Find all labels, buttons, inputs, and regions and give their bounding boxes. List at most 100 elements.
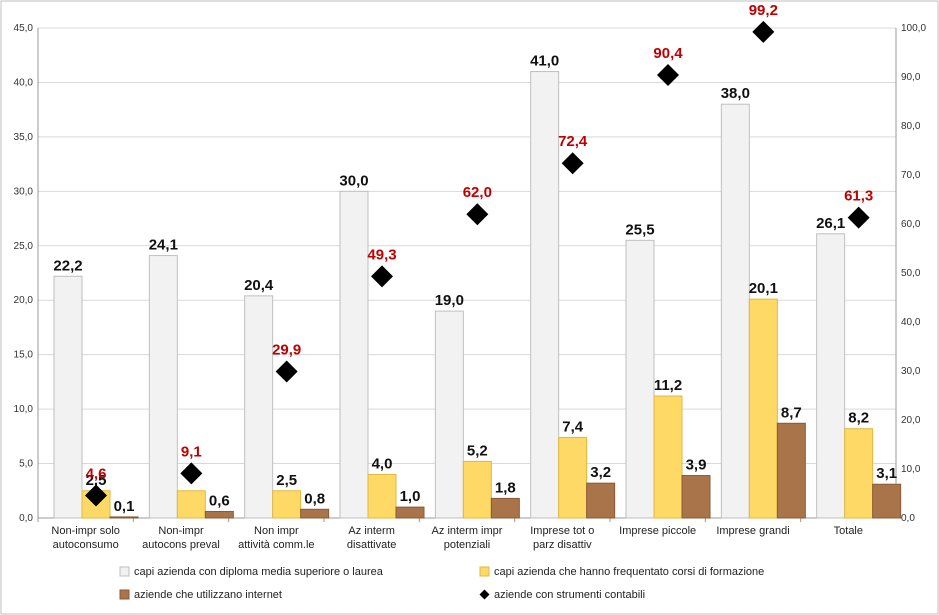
bar-data-label: 24,1 (149, 237, 178, 254)
bar-data-label: 3,1 (876, 465, 897, 482)
bar-data-label: 30,0 (339, 172, 368, 189)
bar-data-label: 0,1 (114, 498, 135, 515)
bar-data-label: 0,6 (209, 492, 230, 509)
bar-data-label: 25,5 (625, 221, 654, 238)
marker-data-label: 9,1 (181, 443, 202, 460)
bar (339, 190, 369, 519)
bar (872, 483, 902, 519)
left-axis-tick-label: 30,0 (14, 186, 34, 197)
bar (176, 490, 206, 519)
marker-data-label: 99,2 (749, 2, 778, 19)
legend-swatch (119, 566, 130, 577)
bar-data-label: 20,4 (244, 277, 274, 294)
marker-diamond (275, 360, 298, 383)
bar-data-label: 1,0 (400, 488, 421, 505)
bar-data-label: 20,1 (749, 280, 778, 297)
category-label: Az interm impr potenziali (432, 525, 503, 551)
category-label: Totale (834, 525, 863, 537)
left-axis-tick-label: 20,0 (14, 295, 34, 306)
marker-data-label: 61,3 (844, 188, 873, 205)
legend-label: capi azienda che hanno frequentato corsi… (494, 566, 764, 578)
left-axis-tick-label: 35,0 (14, 132, 34, 143)
bar-data-label: 26,1 (816, 215, 845, 232)
right-axis-tick-label: 0,0 (901, 513, 915, 524)
bar-data-label: 2,5 (276, 472, 297, 489)
category-label: Az interm disattivate (347, 525, 397, 551)
bar (625, 239, 655, 519)
marker-data-label: 72,4 (558, 133, 588, 150)
bar (816, 233, 846, 519)
bar-data-label: 0,8 (304, 490, 325, 507)
bar-data-label: 11,2 (654, 377, 682, 394)
legend-swatch (479, 566, 490, 577)
bar-data-label: 22,2 (53, 257, 82, 274)
bar-data-label: 4,0 (372, 455, 393, 472)
right-axis-tick-label: 80,0 (901, 121, 921, 132)
bar (434, 310, 464, 519)
bar-data-label: 3,2 (590, 464, 611, 481)
bar-data-label: 3,9 (686, 457, 707, 474)
marker-data-label: 4,6 (86, 465, 107, 482)
bar-data-label: 1,8 (495, 479, 516, 496)
bar (681, 475, 711, 519)
category-label: Imprese grandi (716, 525, 789, 537)
bar (462, 460, 492, 519)
bar (586, 482, 616, 519)
bar-data-label: 19,0 (435, 292, 464, 309)
legend-swatch (479, 589, 490, 600)
right-axis-tick-label: 30,0 (901, 366, 921, 377)
bar-data-label: 41,0 (530, 53, 559, 70)
bar-data-label: 8,7 (781, 404, 802, 421)
category-label: Non-impr solo autoconsumo (51, 525, 119, 551)
right-axis-tick-label: 100,0 (901, 23, 926, 34)
marker-diamond (752, 20, 775, 43)
bar (558, 436, 588, 519)
bar (204, 510, 234, 519)
category-label: Imprese piccole (619, 525, 696, 537)
marker-diamond (85, 484, 107, 507)
bar (720, 103, 750, 519)
right-axis-tick-label: 90,0 (901, 72, 921, 83)
marker-data-label: 49,3 (367, 246, 396, 263)
bar (776, 422, 806, 519)
marker-diamond (180, 462, 203, 485)
right-axis-tick-label: 10,0 (901, 464, 921, 475)
left-axis-tick-label: 45,0 (14, 23, 34, 34)
marker-diamond (847, 206, 870, 229)
category-label: Non-impr autocons preval (142, 525, 220, 551)
bar-data-label: 2,5 (86, 472, 107, 489)
category-label: Non impr attività comm.le (238, 525, 314, 551)
right-axis-tick-label: 40,0 (901, 317, 921, 328)
bar (395, 506, 425, 519)
bar (490, 497, 520, 519)
bar (53, 275, 83, 519)
bar-data-label: 5,2 (467, 442, 488, 459)
left-axis-tick-label: 15,0 (14, 350, 34, 361)
bar (300, 508, 330, 519)
bar (530, 71, 560, 519)
bar (653, 395, 683, 519)
legend-label: capi azienda con diploma media superiore… (134, 566, 384, 578)
left-axis-tick-label: 10,0 (14, 404, 34, 415)
marker-data-label: 29,9 (272, 341, 301, 358)
category-label: Imprese tot o parz disattiv (530, 525, 594, 551)
marker-data-label: 90,4 (653, 45, 683, 62)
bar (367, 473, 397, 519)
right-axis-tick-label: 60,0 (901, 219, 921, 230)
right-axis-tick-label: 20,0 (901, 415, 921, 426)
right-axis-tick-label: 70,0 (901, 170, 921, 181)
legend-swatch (119, 589, 130, 600)
marker-diamond (466, 203, 489, 226)
bar (748, 298, 778, 519)
bar-data-label: 8,2 (848, 410, 869, 427)
marker-data-label: 62,0 (463, 184, 492, 201)
left-axis-tick-label: 25,0 (14, 241, 34, 252)
bar-data-label: 7,4 (562, 418, 584, 435)
marker-diamond (657, 64, 679, 87)
left-axis-tick-label: 0,0 (19, 513, 33, 524)
legend-label: aziende che utilizzano internet (134, 589, 282, 601)
bar (844, 428, 874, 519)
left-axis-tick-label: 40,0 (14, 77, 34, 88)
